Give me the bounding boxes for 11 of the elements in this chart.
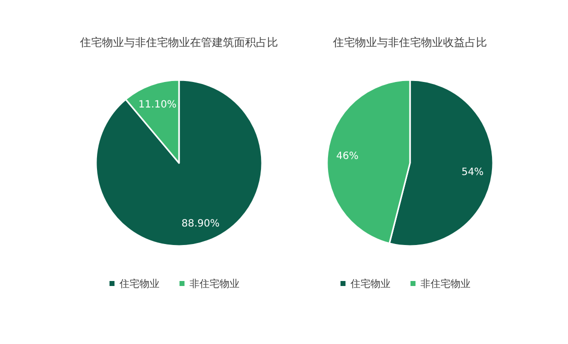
legend-label: 住宅物业 — [350, 278, 390, 290]
legend-label: 非住宅物业 — [420, 278, 470, 290]
data-label: 11.10% — [138, 100, 177, 111]
data-label: 46% — [336, 151, 359, 162]
chart-title: 住宅物业与非住宅物业在管建筑面积占比 — [80, 36, 278, 49]
legend-label: 住宅物业 — [120, 278, 160, 290]
data-label: 54% — [461, 166, 484, 178]
chart-title: 住宅物业与非住宅物业收益占比 — [333, 36, 487, 49]
legend-label: 非住宅物业 — [190, 278, 240, 290]
data-label: 88.90% — [181, 218, 220, 230]
pie-slice — [95, 79, 263, 247]
